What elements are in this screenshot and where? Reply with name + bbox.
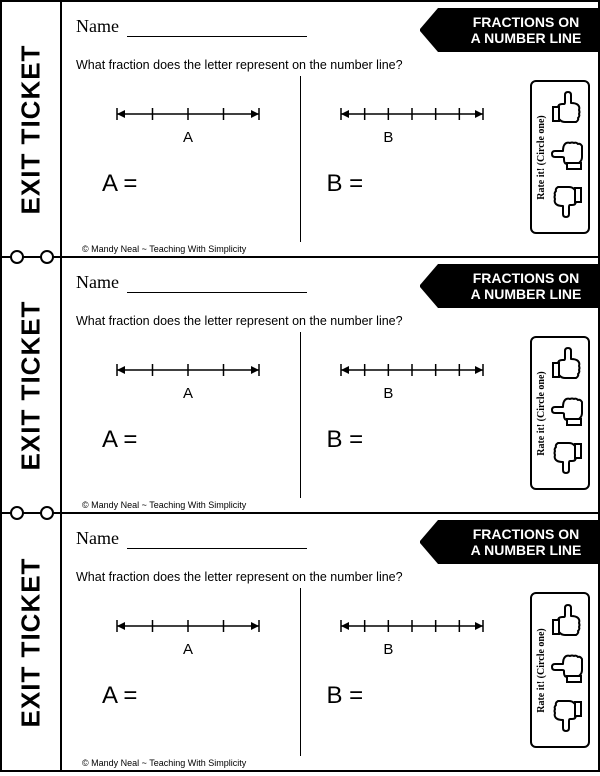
stub-label: EXIT TICKET xyxy=(16,300,47,470)
title-banner: FRACTIONS ON A NUMBER LINE xyxy=(438,264,598,308)
banner-line-2: A NUMBER LINE xyxy=(464,286,588,302)
number-line: B xyxy=(327,98,497,148)
name-input-line[interactable] xyxy=(127,275,307,293)
rate-box: Rate it! (Circle one) xyxy=(530,336,590,490)
banner-line-1: FRACTIONS ON xyxy=(464,14,588,30)
problem-a: A A = xyxy=(76,76,301,242)
name-label: Name xyxy=(76,528,119,549)
answer-a[interactable]: A = xyxy=(82,426,137,454)
ticket-main: Name FRACTIONS ON A NUMBER LINE What fra… xyxy=(62,258,598,512)
exit-ticket: EXIT TICKET Name FRACTIONS ON A NUMBER L… xyxy=(2,258,598,514)
rate-label: Rate it! (Circle one) xyxy=(536,115,547,200)
rate-label: Rate it! (Circle one) xyxy=(536,371,547,456)
thumbs-rating[interactable] xyxy=(548,342,586,484)
problem-a: A A = xyxy=(76,588,301,756)
ticket-stub: EXIT TICKET xyxy=(2,514,62,770)
title-banner: FRACTIONS ON A NUMBER LINE xyxy=(438,8,598,52)
number-line: A xyxy=(103,98,273,148)
thumb-icon[interactable] xyxy=(550,648,584,693)
copyright-text: © Mandy Neal ~ Teaching With Simplicity xyxy=(76,756,590,770)
rate-box: Rate it! (Circle one) xyxy=(530,592,590,748)
name-input-line[interactable] xyxy=(127,531,307,549)
svg-text:B: B xyxy=(384,129,394,146)
thumbs-rating[interactable] xyxy=(548,598,586,742)
problems-area: A A = B B = xyxy=(76,332,524,498)
banner-line-1: FRACTIONS ON xyxy=(464,270,588,286)
answer-a[interactable]: A = xyxy=(82,170,137,198)
number-line: B xyxy=(327,610,497,660)
number-line: B xyxy=(327,354,497,404)
exit-ticket: EXIT TICKET Name FRACTIONS ON A NUMBER L… xyxy=(2,2,598,258)
problems-area: A A = B B = xyxy=(76,76,524,242)
problem-a: A A = xyxy=(76,332,301,498)
name-label: Name xyxy=(76,272,119,293)
answer-b[interactable]: B = xyxy=(307,426,364,454)
problem-b: B B = xyxy=(301,332,525,498)
name-field[interactable]: Name xyxy=(76,8,438,37)
copyright-text: © Mandy Neal ~ Teaching With Simplicity xyxy=(76,498,590,512)
copyright-text: © Mandy Neal ~ Teaching With Simplicity xyxy=(76,242,590,256)
stub-label: EXIT TICKET xyxy=(16,44,47,214)
name-field[interactable]: Name xyxy=(76,520,438,549)
rate-box: Rate it! (Circle one) xyxy=(530,80,590,234)
ticket-stub: EXIT TICKET xyxy=(2,2,62,256)
exit-ticket: EXIT TICKET Name FRACTIONS ON A NUMBER L… xyxy=(2,514,598,770)
thumb-icon[interactable] xyxy=(550,600,584,645)
problems-area: A A = B B = xyxy=(76,588,524,756)
number-line: A xyxy=(103,610,273,660)
svg-text:B: B xyxy=(384,385,394,402)
stub-label: EXIT TICKET xyxy=(16,557,47,727)
thumb-icon[interactable] xyxy=(550,391,584,436)
banner-line-1: FRACTIONS ON xyxy=(464,526,588,542)
ticket-stub: EXIT TICKET xyxy=(2,258,62,512)
number-line: A xyxy=(103,354,273,404)
ticket-main: Name FRACTIONS ON A NUMBER LINE What fra… xyxy=(62,2,598,256)
svg-text:B: B xyxy=(384,641,394,658)
svg-text:A: A xyxy=(183,129,193,146)
thumb-icon[interactable] xyxy=(550,343,584,388)
ticket-main: Name FRACTIONS ON A NUMBER LINE What fra… xyxy=(62,514,598,770)
svg-text:A: A xyxy=(183,641,193,658)
thumb-icon[interactable] xyxy=(550,182,584,227)
thumb-icon[interactable] xyxy=(550,696,584,741)
question-text: What fraction does the letter represent … xyxy=(76,570,416,584)
svg-text:A: A xyxy=(183,385,193,402)
answer-b[interactable]: B = xyxy=(307,170,364,198)
thumb-icon[interactable] xyxy=(550,135,584,180)
worksheet-page: EXIT TICKET Name FRACTIONS ON A NUMBER L… xyxy=(0,0,600,772)
problem-b: B B = xyxy=(301,76,525,242)
thumb-icon[interactable] xyxy=(550,438,584,483)
name-label: Name xyxy=(76,16,119,37)
answer-b[interactable]: B = xyxy=(307,682,364,710)
question-text: What fraction does the letter represent … xyxy=(76,314,416,328)
name-field[interactable]: Name xyxy=(76,264,438,293)
banner-line-2: A NUMBER LINE xyxy=(464,30,588,46)
thumb-icon[interactable] xyxy=(550,87,584,132)
banner-line-2: A NUMBER LINE xyxy=(464,542,588,558)
answer-a[interactable]: A = xyxy=(82,682,137,710)
rate-label: Rate it! (Circle one) xyxy=(536,628,547,713)
problem-b: B B = xyxy=(301,588,525,756)
name-input-line[interactable] xyxy=(127,19,307,37)
question-text: What fraction does the letter represent … xyxy=(76,58,416,72)
title-banner: FRACTIONS ON A NUMBER LINE xyxy=(438,520,598,564)
thumbs-rating[interactable] xyxy=(548,86,586,228)
